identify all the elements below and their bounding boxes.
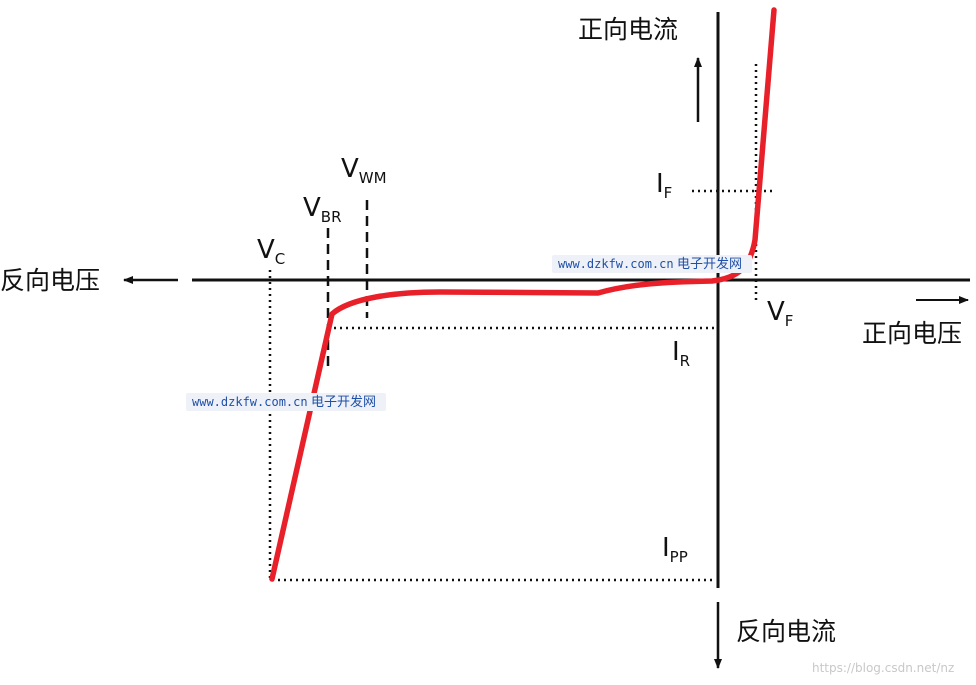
vc-label: VC	[257, 235, 285, 268]
watermark-top-name: 电子开发网	[677, 256, 742, 272]
vf-label-main: V	[767, 297, 785, 327]
if-label: IF	[656, 169, 672, 202]
ipp-label-main: I	[662, 533, 670, 563]
watermark-top-bg	[552, 255, 752, 273]
vbr-label-sub: BR	[321, 208, 342, 226]
vbr-label: VBR	[303, 193, 342, 226]
ir-label-main: I	[672, 337, 680, 367]
ipp-label: IPP	[662, 533, 688, 566]
if-label-main: I	[656, 169, 664, 199]
vf-label-sub: F	[785, 312, 794, 330]
forward-voltage-label: 正向电压	[862, 319, 962, 348]
reverse-current-label: 反向电流	[736, 617, 836, 646]
watermark-middle-name: 电子开发网	[311, 394, 376, 410]
vbr-label-main: V	[303, 193, 321, 223]
watermark-middle-site: www.dzkfw.com.cn	[192, 395, 308, 409]
vwm-label-main: V	[341, 154, 359, 184]
ir-label: IR	[672, 337, 690, 370]
vc-label-sub: C	[275, 250, 285, 268]
watermark-corner: https://blog.csdn.net/nz	[812, 661, 954, 675]
if-label-sub: F	[664, 184, 673, 202]
watermark-top-site: www.dzkfw.com.cn	[558, 257, 674, 271]
vwm-label-sub: WM	[359, 169, 387, 187]
ir-label-sub: R	[680, 352, 690, 370]
vwm-label: VWM	[341, 154, 387, 187]
reverse-voltage-label: 反向电压	[0, 266, 100, 295]
vf-label: VF	[767, 297, 793, 330]
ipp-label-sub: PP	[670, 548, 688, 566]
vc-label-main: V	[257, 235, 275, 265]
forward-current-label: 正向电流	[578, 15, 678, 44]
watermark-middle-bg	[186, 393, 386, 411]
